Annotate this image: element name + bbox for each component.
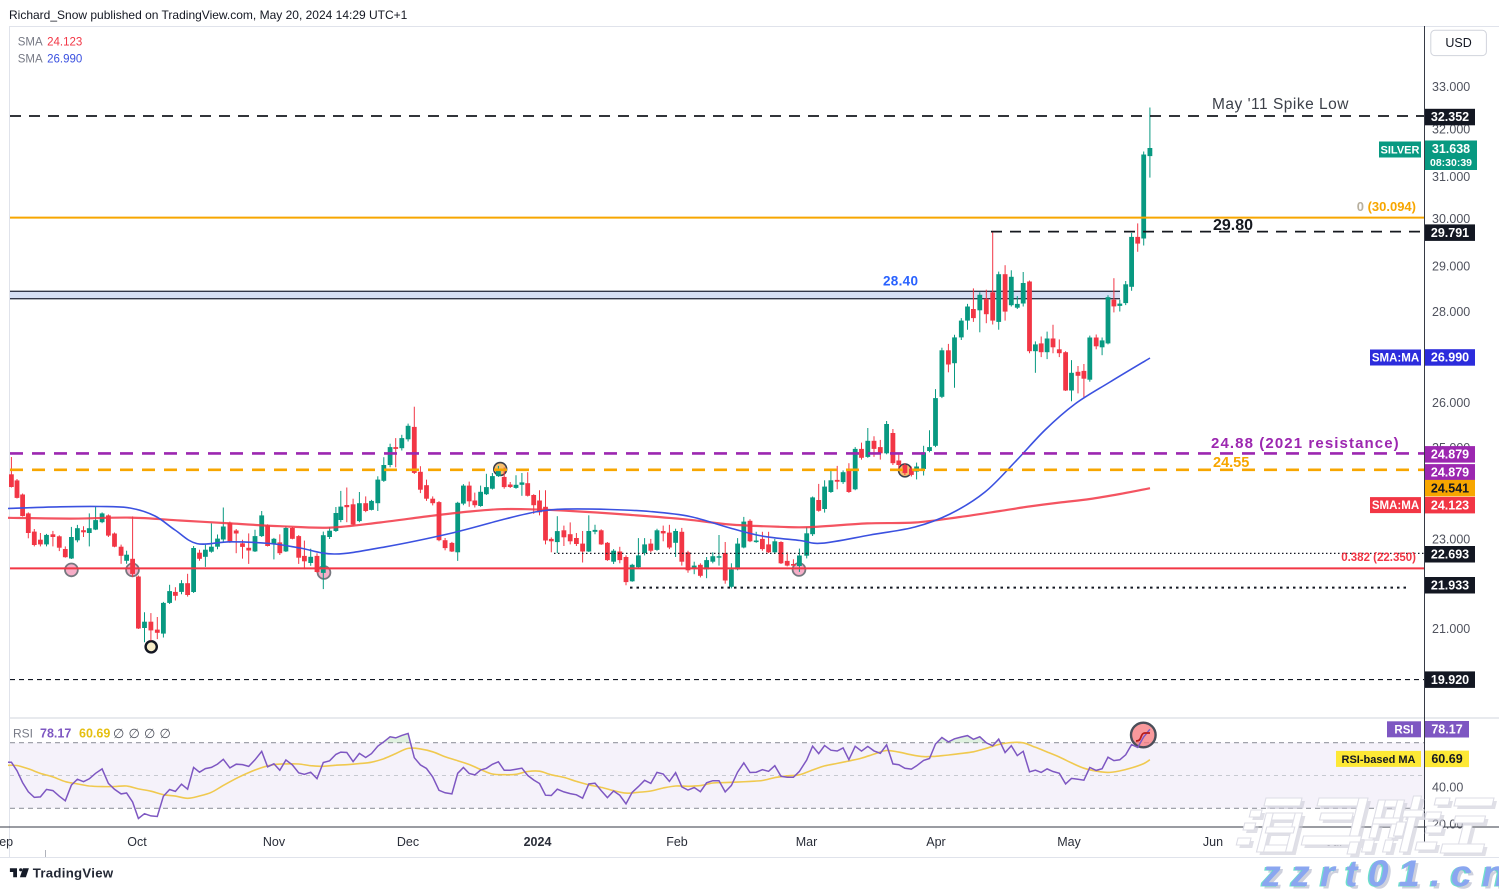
svg-text:SMA: SMA (18, 54, 43, 66)
svg-text:SILVER: SILVER (1381, 145, 1420, 157)
svg-text:60.69: 60.69 (1431, 752, 1462, 766)
svg-text:May: May (1057, 835, 1081, 849)
svg-text:26.990: 26.990 (1431, 351, 1469, 365)
svg-text:∅: ∅ (129, 726, 140, 741)
svg-text:31.000: 31.000 (1432, 170, 1470, 184)
svg-text:zzrt01.cn: zzrt01.cn (1260, 853, 1499, 891)
svg-text:May '11 Spike Low: May '11 Spike Low (1212, 96, 1349, 113)
svg-text:Oct: Oct (127, 835, 147, 849)
svg-text:zzrt01.cn: zzrt01.cn (1264, 855, 1499, 891)
svg-text:29.80: 29.80 (1213, 217, 1253, 234)
svg-text:RSI-based MA: RSI-based MA (1342, 754, 1416, 766)
svg-text:24.55: 24.55 (1213, 455, 1249, 471)
svg-text:zzrt01.cn: zzrt01.cn (1261, 852, 1499, 891)
svg-text:Feb: Feb (666, 835, 688, 849)
svg-text:22.693: 22.693 (1431, 548, 1469, 562)
svg-text:78.17: 78.17 (1431, 723, 1462, 737)
svg-text:78.17: 78.17 (40, 727, 71, 741)
svg-text:USD: USD (1445, 36, 1471, 50)
svg-text:24.541: 24.541 (1431, 481, 1469, 495)
svg-text:26.990: 26.990 (47, 54, 82, 66)
svg-text:Nov: Nov (263, 835, 286, 849)
svg-text:23.000: 23.000 (1432, 532, 1470, 546)
svg-text:0 (30.094): 0 (30.094) (1357, 199, 1416, 214)
svg-text:08:30:39: 08:30:39 (1430, 157, 1472, 169)
svg-text:0.382 (22.350): 0.382 (22.350) (1341, 552, 1416, 564)
svg-text:Jun: Jun (1203, 835, 1223, 849)
svg-text:29.000: 29.000 (1432, 260, 1470, 274)
svg-text:SMA:MA: SMA:MA (1372, 500, 1419, 512)
svg-text:2024: 2024 (524, 835, 552, 849)
svg-text:24.879: 24.879 (1431, 448, 1469, 462)
svg-text:28.000: 28.000 (1432, 305, 1470, 319)
svg-text:∅: ∅ (160, 726, 171, 741)
svg-text:∅: ∅ (113, 726, 124, 741)
svg-text:24.879: 24.879 (1431, 466, 1469, 480)
svg-text:Sep: Sep (0, 835, 13, 849)
svg-text:24.123: 24.123 (1431, 498, 1469, 512)
svg-text:33.000: 33.000 (1432, 80, 1470, 94)
svg-text:RSI: RSI (1394, 724, 1413, 736)
svg-text:21.000: 21.000 (1432, 622, 1470, 636)
svg-text:∅: ∅ (144, 726, 155, 741)
svg-text:Dec: Dec (397, 835, 419, 849)
svg-text:Mar: Mar (796, 835, 818, 849)
svg-text:31.638: 31.638 (1432, 142, 1470, 156)
svg-text:Apr: Apr (926, 835, 945, 849)
svg-text:21.933: 21.933 (1431, 579, 1469, 593)
svg-text:30.000: 30.000 (1432, 212, 1470, 226)
svg-text:TradingView: TradingView (33, 865, 114, 880)
svg-text:32.352: 32.352 (1431, 110, 1469, 124)
svg-text:SMA:MA: SMA:MA (1372, 353, 1419, 365)
svg-text:SMA: SMA (18, 37, 43, 49)
svg-text:32.000: 32.000 (1432, 123, 1470, 137)
svg-text:24.123: 24.123 (47, 37, 82, 49)
svg-text:40.00: 40.00 (1432, 781, 1463, 795)
svg-text:60.69: 60.69 (79, 727, 110, 741)
svg-text:19.920: 19.920 (1431, 673, 1469, 687)
svg-text:28.40: 28.40 (883, 274, 918, 289)
svg-text:RSI: RSI (13, 727, 33, 741)
svg-text:29.791: 29.791 (1431, 226, 1469, 240)
svg-text:24.88 (2021 resistance): 24.88 (2021 resistance) (1211, 435, 1400, 452)
svg-text:Richard_Snow published on Trad: Richard_Snow published on TradingView.co… (9, 8, 408, 22)
svg-text:26.000: 26.000 (1432, 396, 1470, 410)
